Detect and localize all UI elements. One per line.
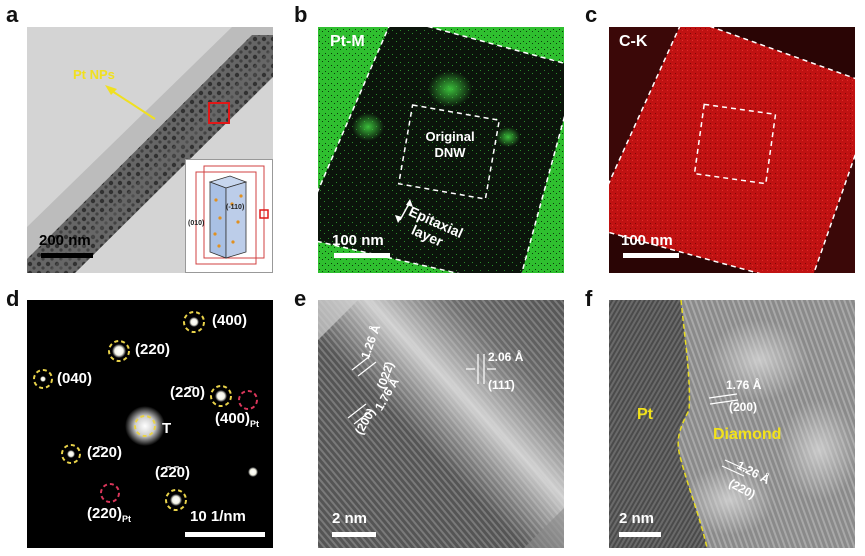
original-label: Original [425, 129, 475, 144]
inset-label-110: (-110) [226, 204, 245, 211]
panel-label-f: f [585, 286, 593, 311]
plane-111: (111̄) [488, 378, 515, 392]
panel-e-graphic [318, 300, 564, 548]
spot-label-400-pt-sub: Pt [250, 419, 260, 429]
d-spacing-206: 2.06 Å [488, 350, 524, 364]
panel-c-scalebar-label: 100 nm [621, 232, 673, 249]
panel-c-graphic [609, 27, 855, 273]
dnw-label: DNW [434, 145, 466, 160]
spot-label-220-pt: (220)Pt [87, 505, 131, 524]
panel-d-scalebar [185, 532, 265, 537]
f-plane-200: (200) [729, 400, 758, 414]
panel-a-scalebar [41, 253, 93, 258]
nanowire-schematic-inset: (010) (-110) [185, 159, 273, 273]
panel-label-a: a [6, 2, 19, 27]
spot-label-m2m20: (2̄2̄0) [155, 464, 191, 481]
c-k-label: C-K [619, 33, 648, 50]
panel-a-scalebar-label: 200 nm [39, 232, 91, 249]
panel-label-c: c [585, 2, 598, 27]
panel-d-diffraction: (400) (220) (040) (22̄0) (400)Pt T (2̄20… [27, 300, 273, 548]
panel-e-scalebar-label: 2 nm [332, 510, 368, 527]
transmitted-beam-label: T [162, 420, 172, 437]
spot-label-400-pt-main: (400) [215, 410, 251, 427]
spot-label-040: (040) [57, 370, 93, 387]
panel-f-scalebar [619, 532, 661, 537]
panel-c-c-map: C-K 100 nm [609, 27, 855, 273]
panel-label-e: e [294, 286, 307, 311]
spot-label-m220: (2̄20) [87, 444, 123, 461]
panel-f-scalebar-label: 2 nm [619, 510, 655, 527]
diamond-region-label: Diamond [713, 426, 782, 443]
panel-f-graphic [609, 300, 855, 548]
pt-nps-label: Pt NPs [73, 67, 115, 82]
panel-b-graphic [318, 27, 564, 273]
panel-f-hrtem-interface: Pt Diamond 1.76 Å (200) 1.26 Å (220) 2 n… [609, 300, 855, 548]
panel-a-tem-image: Pt NPs (010) (-110) 200 nm [27, 27, 273, 273]
panel-d-graphic [33, 311, 258, 511]
schematic-graphic [195, 165, 269, 265]
panel-b-pt-map: Pt-M Original DNW Epitaxial layer 100 nm [318, 27, 564, 273]
panel-b-scalebar-label: 100 nm [332, 232, 384, 249]
pt-m-label: Pt-M [330, 33, 365, 50]
original-dnw-label: Original DNW [414, 129, 486, 161]
panel-label-b: b [294, 2, 308, 27]
spot-label-220: (220) [135, 341, 171, 358]
panel-e-hrtem: 1.26 Å (022̄) 1.76 Å (200) 2.06 Å (111̄)… [318, 300, 564, 548]
spot-label-400-pt: (400)Pt [215, 410, 259, 429]
inset-label-010: (010) [188, 220, 205, 227]
pt-nps-arrow [105, 85, 156, 120]
f-d-spacing-176: 1.76 Å [726, 378, 762, 392]
panel-c-scalebar [623, 253, 679, 258]
panel-e-scalebar [332, 532, 376, 537]
spot-label-400: (400) [212, 312, 248, 329]
panel-a-graphic [27, 27, 273, 273]
spot-label-2-20: (22̄0) [170, 384, 206, 401]
panel-label-d: d [6, 286, 20, 311]
spot-label-220-pt-sub: Pt [122, 514, 132, 524]
pt-region-label: Pt [637, 406, 653, 423]
panel-d-scalebar-label: 10 1/nm [190, 508, 246, 525]
spot-label-220-pt-main: (220) [87, 505, 123, 522]
panel-b-scalebar [334, 253, 390, 258]
